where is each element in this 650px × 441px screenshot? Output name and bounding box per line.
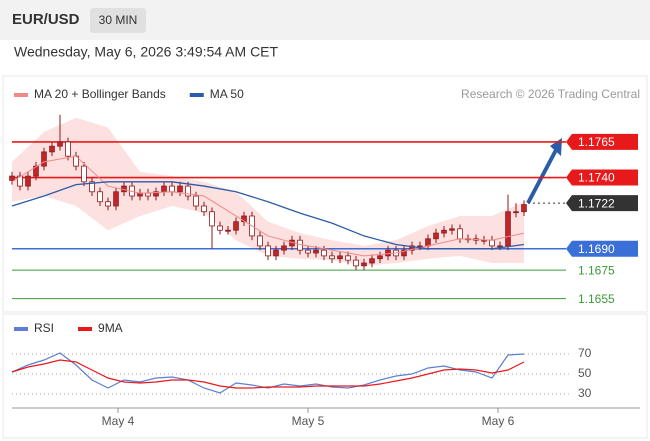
interval-box [90, 8, 146, 33]
level-label: 1.1675 [578, 263, 615, 277]
candle-body [257, 235, 263, 247]
candle-body [281, 245, 287, 251]
candle-body [177, 185, 183, 193]
legend-label: MA 20 + Bollinger Bands [34, 87, 166, 101]
forecast-arrow [526, 149, 558, 204]
candle-body [385, 249, 391, 257]
candle-body [401, 249, 407, 257]
series-line [11, 352, 525, 394]
series-line [11, 155, 525, 257]
candle-body [449, 228, 455, 231]
candle-body [273, 249, 279, 257]
candle-body [377, 255, 383, 260]
level-label: 1.1765 [578, 135, 615, 149]
x-tick-label: May 5 [292, 414, 325, 428]
candle-body [305, 249, 311, 254]
source: Research © 2026 Trading Central [461, 87, 640, 101]
level-label-box [566, 240, 638, 257]
candle-body [217, 225, 223, 231]
candle-body [513, 211, 519, 214]
candle-body [241, 215, 247, 223]
candle-body [425, 238, 431, 247]
candle-body [265, 245, 271, 257]
symbol: EUR/USD [12, 11, 80, 28]
legend-swatch [14, 327, 28, 331]
level-label: 1.1740 [578, 171, 615, 185]
level-label: 1.1722 [578, 196, 615, 210]
candle-body [233, 221, 239, 231]
candle-body [193, 195, 199, 207]
candle-body [433, 232, 439, 240]
candle-body [97, 191, 103, 203]
price-panel [2, 75, 648, 313]
candle-body [225, 229, 231, 232]
candle-body [497, 245, 503, 248]
candle-body [89, 181, 95, 193]
candle-body [113, 191, 119, 207]
candle-body [489, 239, 495, 247]
candle-body [33, 165, 39, 177]
candle-body [17, 175, 23, 187]
candle-body [521, 204, 527, 213]
candle-body [65, 141, 71, 157]
candle-body [457, 228, 463, 240]
candle-body [337, 255, 343, 260]
candle-body [57, 141, 63, 147]
y-tick-label: 70 [578, 346, 592, 360]
y-tick-label: 30 [578, 386, 592, 400]
legend-label: 9MA [98, 321, 123, 335]
candle-body [441, 229, 447, 234]
legend-swatch [189, 93, 204, 97]
x-tick-label: May 4 [102, 414, 135, 428]
candle-body [313, 249, 319, 254]
candle-body [369, 258, 375, 264]
legend-label: MA 50 [210, 87, 244, 101]
level-label: 1.1655 [578, 292, 615, 306]
candle-body [49, 145, 55, 153]
candle-body [153, 191, 159, 197]
candle-body [41, 151, 47, 167]
interval: 30 MIN [99, 13, 138, 27]
candle-body [81, 165, 87, 183]
candle-body [169, 185, 175, 193]
candle-body [9, 175, 15, 181]
candle-body [145, 192, 151, 197]
candle-body [105, 201, 111, 207]
rsi-panel [2, 313, 648, 439]
candle-body [353, 259, 359, 267]
timestamp: Wednesday, May 6, 2026 3:49:54 AM CET [14, 44, 279, 60]
candle-body [25, 175, 31, 187]
candle-body [321, 249, 327, 257]
level-label-box [566, 133, 638, 150]
candle-body [409, 245, 415, 251]
level-label-box [566, 169, 638, 186]
candle-body [209, 211, 215, 227]
candle-body [329, 255, 335, 260]
legend-swatch [78, 327, 93, 331]
candle-body [505, 211, 511, 247]
series-line [11, 359, 525, 389]
level-label: 1.1690 [578, 242, 615, 256]
series-line [11, 181, 525, 250]
y-tick-label: 50 [578, 366, 592, 380]
legend-swatch [14, 93, 28, 97]
level-label-box [566, 195, 638, 212]
legend-label: RSI [34, 321, 54, 335]
candle-body [361, 262, 367, 267]
candle-body [161, 185, 167, 193]
candle-body [345, 255, 351, 261]
candle-body [417, 245, 423, 248]
candle-body [201, 205, 207, 213]
candle-body [185, 185, 191, 197]
x-tick-label: May 6 [482, 414, 515, 428]
